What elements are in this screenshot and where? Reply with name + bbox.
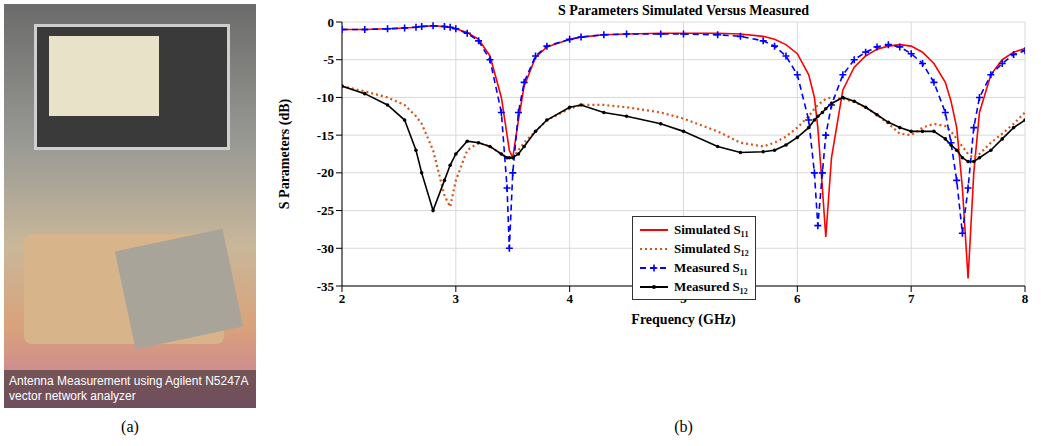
html-text:Antenna Measurement using Agil: Antenna Measurement using Agilent N5247A… [9, 374, 249, 403]
html-text:Simulated S₁₂: Simulated S₁₂ [674, 240, 749, 256]
html-text:(b): (b) [674, 418, 693, 435]
svg-text:4: 4 [566, 291, 573, 306]
svg-text:8: 8 [1022, 291, 1029, 306]
svg-text:-30: -30 [317, 241, 334, 256]
svg-text:Frequency (GHz): Frequency (GHz) [631, 312, 736, 328]
svg-text:7: 7 [908, 291, 915, 306]
html-text:S Parameters Simulated Versus: S Parameters Simulated Versus Measured [558, 3, 809, 18]
html-text:Simulated S₁₁: Simulated S₁₁ [674, 221, 749, 237]
html-text:Measured S₁₁: Measured S₁₁ [674, 259, 748, 275]
svg-text:-25: -25 [317, 203, 335, 218]
svg-text:-20: -20 [317, 165, 334, 180]
svg-text:6: 6 [794, 291, 801, 306]
svg-text:-15: -15 [317, 128, 335, 143]
svg-text:2: 2 [339, 291, 346, 306]
svg-text:-5: -5 [323, 52, 334, 67]
html-text:Measured S₁₂: Measured S₁₂ [674, 278, 748, 294]
svg-text:-35: -35 [317, 279, 335, 294]
html-text:(a): (a) [121, 418, 139, 435]
svg-text:5: 5 [680, 291, 687, 306]
svg-text:0: 0 [328, 15, 335, 30]
svg-text:-10: -10 [317, 90, 334, 105]
svg-text:S Parameters (dB): S Parameters (dB) [277, 98, 293, 209]
svg-text:3: 3 [453, 291, 460, 306]
